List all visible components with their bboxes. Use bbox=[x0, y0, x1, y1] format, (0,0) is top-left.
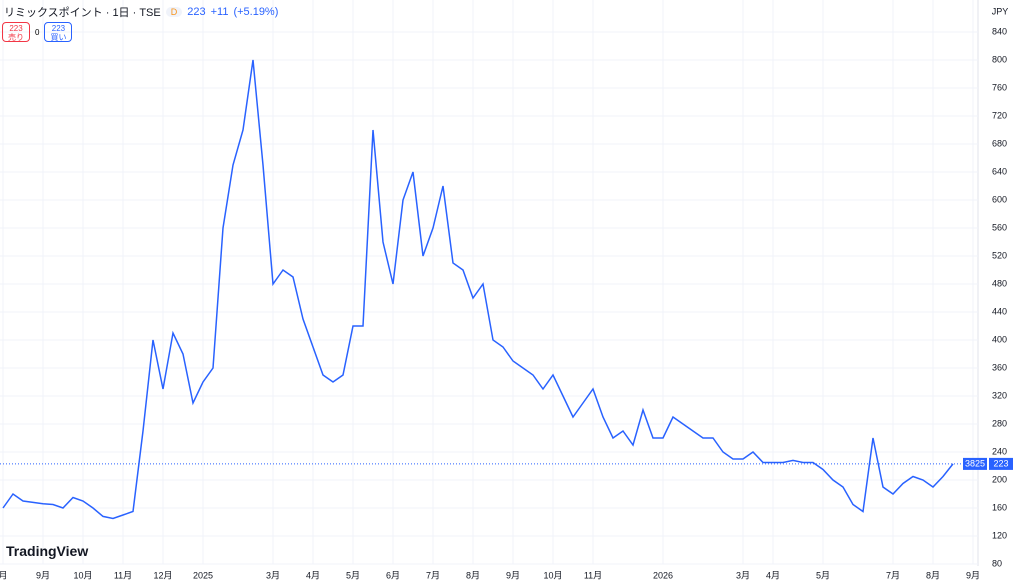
x-tick-label: 11月 bbox=[114, 570, 132, 580]
y-tick-label: 200 bbox=[992, 474, 1007, 484]
x-tick-label: 9月 bbox=[36, 570, 50, 580]
x-tick-label: 5月 bbox=[816, 570, 830, 580]
x-tick-label: 4月 bbox=[306, 570, 320, 580]
y-tick-label: 680 bbox=[992, 138, 1007, 148]
volume-tag bbox=[963, 457, 987, 470]
x-tick-label: 11月 bbox=[584, 570, 602, 580]
y-tick-label: 760 bbox=[992, 82, 1007, 92]
y-tick-label: 520 bbox=[992, 250, 1007, 260]
y-tick-label: 240 bbox=[992, 446, 1007, 456]
change-pct: (+5.19%) bbox=[233, 6, 279, 18]
x-tick-label: 3月 bbox=[266, 570, 280, 580]
x-tick-label: 8月 bbox=[926, 570, 940, 580]
y-tick-label: 280 bbox=[992, 418, 1007, 428]
sell-button[interactable]: 223 売り bbox=[2, 22, 30, 42]
currency: JPY bbox=[992, 6, 1009, 16]
price: 223 bbox=[187, 6, 206, 18]
price-tag-label: 223 bbox=[993, 458, 1008, 468]
buy-button[interactable]: 223 買い bbox=[44, 22, 73, 42]
x-tick-label: 6月 bbox=[386, 570, 400, 580]
x-tick-label: 9月 bbox=[506, 570, 520, 580]
y-tick-label: 560 bbox=[992, 222, 1007, 232]
x-tick-label: 8月 bbox=[466, 570, 480, 580]
price-axis-bg bbox=[978, 0, 1024, 584]
buy-price: 223 bbox=[51, 24, 66, 33]
buy-label: 買い bbox=[50, 33, 67, 42]
x-tick-label: 3月 bbox=[736, 570, 750, 580]
symbol[interactable]: リミックスポイント · 1日 · TSE bbox=[4, 7, 161, 19]
x-tick-label: 10月 bbox=[543, 570, 562, 580]
y-tick-label: 600 bbox=[992, 194, 1007, 204]
trade-buttons: 223 売り 0 223 買い bbox=[2, 22, 73, 42]
volume-label: 3825 bbox=[965, 458, 985, 468]
sell-price: 223 bbox=[9, 24, 23, 33]
interval-badge: D bbox=[165, 7, 183, 17]
x-tick-label: 2026 bbox=[653, 570, 673, 580]
y-tick-label: 120 bbox=[992, 530, 1007, 540]
y-tick-label: 160 bbox=[992, 502, 1007, 512]
x-tick-label: 月 bbox=[0, 570, 8, 580]
x-tick-label: 2025 bbox=[193, 570, 213, 580]
y-tick-label: 360 bbox=[992, 362, 1007, 372]
y-tick-label: 720 bbox=[992, 110, 1007, 120]
x-tick-label: 4月 bbox=[766, 570, 780, 580]
x-tick-label: 10月 bbox=[73, 570, 92, 580]
sell-label: 売り bbox=[8, 33, 24, 42]
change: +11 bbox=[210, 6, 229, 18]
y-tick-label: 840 bbox=[992, 26, 1007, 36]
symbol-header: リミックスポイント · 1日 · TSE D 223 +11 (+5.19%) bbox=[4, 4, 278, 20]
x-tick-label: 12月 bbox=[153, 570, 172, 580]
x-tick-label: 9月 bbox=[966, 570, 980, 580]
price-tag bbox=[989, 457, 1013, 470]
x-tick-label: 7月 bbox=[886, 570, 900, 580]
x-tick-label: 7月 bbox=[426, 570, 440, 580]
price-line bbox=[2, 59, 954, 520]
spread: 0 bbox=[35, 27, 40, 37]
x-tick-label: 5月 bbox=[346, 570, 360, 580]
logo[interactable]: TradingView bbox=[6, 543, 89, 559]
y-tick-label: 440 bbox=[992, 306, 1007, 316]
y-tick-label: 640 bbox=[992, 166, 1007, 176]
y-tick-label: 800 bbox=[992, 54, 1007, 64]
y-tick-label: 400 bbox=[992, 334, 1007, 344]
y-tick-label: 80 bbox=[992, 558, 1002, 568]
y-tick-label: 480 bbox=[992, 278, 1007, 288]
y-tick-label: 320 bbox=[992, 390, 1007, 400]
